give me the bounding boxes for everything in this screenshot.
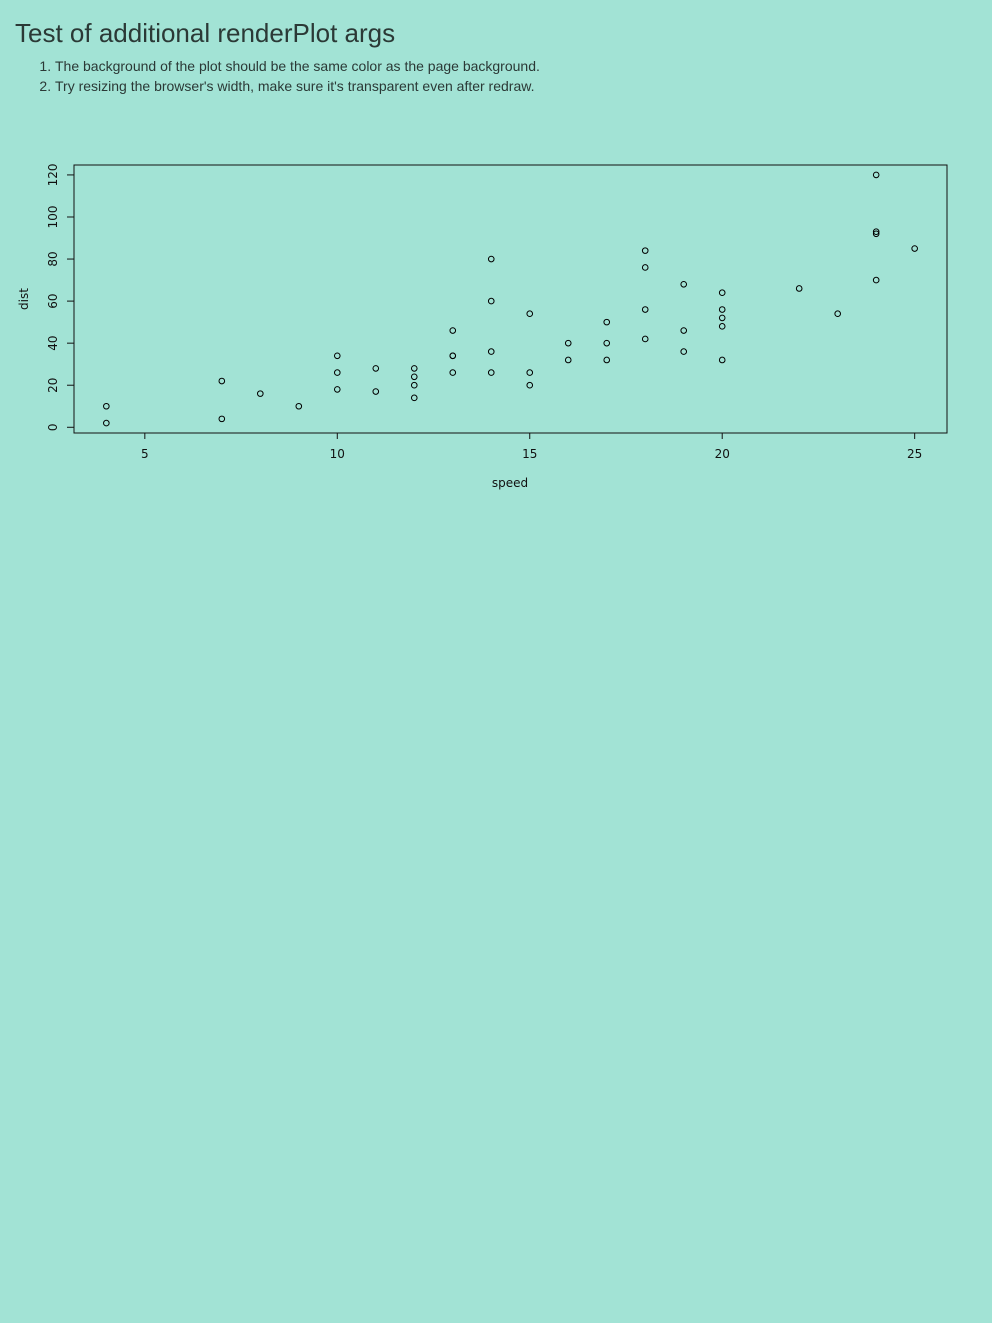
data-point bbox=[449, 369, 457, 376]
data-point bbox=[372, 388, 380, 395]
data-point bbox=[564, 356, 572, 364]
y-tick-label: 80 bbox=[46, 251, 60, 266]
data-point bbox=[680, 327, 688, 334]
page-title: Test of additional renderPlot args bbox=[15, 18, 396, 48]
y-tick-label: 0 bbox=[46, 423, 60, 431]
data-point bbox=[218, 415, 226, 423]
y-tick-label: 20 bbox=[46, 378, 60, 393]
data-point bbox=[641, 247, 649, 254]
data-point bbox=[603, 356, 611, 364]
data-point bbox=[603, 339, 611, 347]
data-point bbox=[103, 402, 110, 410]
data-point bbox=[872, 276, 880, 284]
x-tick-label: 25 bbox=[907, 447, 922, 461]
data-point bbox=[603, 318, 611, 326]
data-point bbox=[718, 323, 726, 330]
data-point bbox=[526, 381, 534, 389]
data-point bbox=[718, 289, 726, 296]
data-point bbox=[333, 352, 341, 360]
data-point bbox=[718, 314, 726, 322]
data-point bbox=[449, 352, 457, 360]
data-point bbox=[410, 394, 418, 402]
y-tick-label: 40 bbox=[46, 336, 60, 351]
x-tick-label: 15 bbox=[522, 447, 537, 461]
data-point bbox=[333, 386, 341, 393]
data-point bbox=[295, 402, 303, 410]
data-point bbox=[218, 377, 226, 385]
data-point bbox=[680, 348, 688, 355]
data-point bbox=[564, 339, 572, 347]
scatter-plot: 5 10 15 20 25 0 20 40 60 80 100 120 speed dist bbox=[17, 163, 948, 490]
data-point bbox=[641, 264, 649, 271]
data-point bbox=[718, 306, 726, 313]
instruction-item-2: Try resizing the browser's width, make s… bbox=[55, 76, 540, 96]
data-point bbox=[487, 369, 495, 376]
plot-frame bbox=[73, 164, 948, 434]
data-point bbox=[410, 365, 418, 372]
data-point bbox=[680, 280, 688, 288]
data-point bbox=[872, 171, 880, 179]
data-point bbox=[641, 335, 649, 343]
data-point bbox=[333, 369, 341, 376]
data-point bbox=[487, 348, 495, 355]
data-point bbox=[410, 373, 418, 381]
data-point bbox=[487, 255, 495, 263]
data-point bbox=[718, 356, 726, 364]
x-tick-label: 10 bbox=[330, 447, 345, 461]
data-point bbox=[872, 230, 880, 238]
x-tick-label: 20 bbox=[715, 447, 730, 461]
data-point bbox=[372, 365, 380, 372]
x-tick-label: 5 bbox=[141, 447, 149, 461]
data-point bbox=[410, 381, 418, 389]
instruction-item-1: The background of the plot should be the… bbox=[55, 56, 540, 76]
data-point bbox=[487, 297, 495, 305]
data-point bbox=[911, 245, 918, 252]
data-point bbox=[103, 419, 110, 427]
data-point bbox=[526, 310, 534, 318]
data-point bbox=[257, 390, 264, 397]
y-tick-label: 120 bbox=[46, 163, 60, 186]
data-point bbox=[641, 306, 649, 313]
instruction-list: The background of the plot should be the… bbox=[15, 56, 540, 96]
x-axis: 5 10 15 20 25 bbox=[141, 432, 922, 461]
y-tick-label: 60 bbox=[46, 293, 60, 308]
data-point bbox=[526, 369, 534, 376]
data-point bbox=[872, 228, 880, 236]
x-axis-label: speed bbox=[492, 476, 528, 490]
data-point bbox=[834, 310, 841, 318]
y-axis: 0 20 40 60 80 100 120 bbox=[46, 163, 75, 431]
data-points bbox=[103, 171, 918, 427]
y-axis-label: dist bbox=[17, 288, 31, 310]
data-point bbox=[795, 285, 803, 292]
y-tick-label: 100 bbox=[46, 206, 60, 229]
data-point bbox=[449, 327, 457, 334]
